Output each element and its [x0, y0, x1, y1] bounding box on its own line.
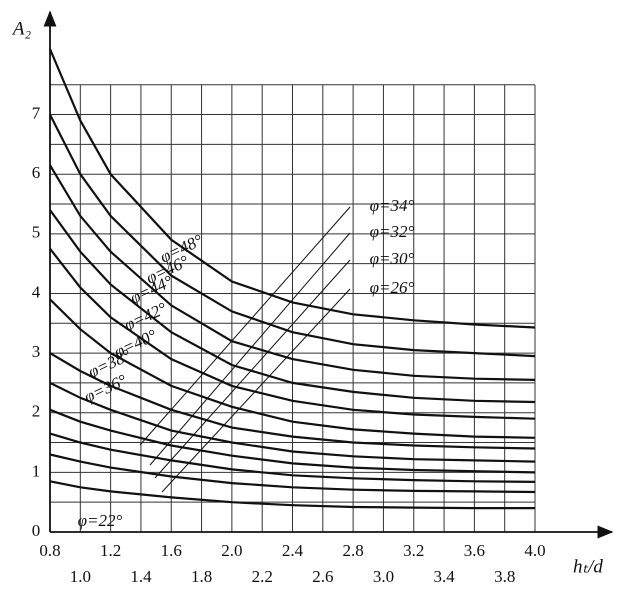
x-tick-label: 1.0 [70, 567, 91, 586]
x-tick-label: 3.6 [464, 541, 485, 560]
y-tick-label: 3 [32, 342, 41, 361]
curve-label: φ=22° [78, 511, 123, 530]
y-tick-label: 0 [32, 521, 41, 540]
curve [49, 453, 536, 494]
curve [49, 432, 536, 483]
x-tick-label: 2.4 [282, 541, 304, 560]
curve-label: φ=30° [370, 249, 415, 268]
curve-label: φ=26° [370, 278, 415, 297]
curve [49, 114, 536, 358]
x-tick-label: 1.2 [100, 541, 121, 560]
x-tick-label: 0.8 [39, 541, 60, 560]
curve [49, 480, 535, 510]
y-tick-label: 6 [32, 163, 41, 182]
y-tick-label: 4 [32, 282, 41, 301]
x-tick-label: 3.4 [433, 567, 455, 586]
x-tick-label: 1.6 [161, 541, 182, 560]
y-axis-title: A₂ [11, 18, 32, 39]
leader-line [161, 288, 351, 493]
curve [49, 352, 536, 450]
y-tick-label: 5 [32, 223, 41, 242]
curve [48, 48, 536, 329]
x-tick-label: 3.0 [373, 567, 394, 586]
y-tick-label: 1 [32, 461, 41, 480]
x-tick-label: 2.6 [312, 567, 333, 586]
x-tick-label: 1.8 [191, 567, 212, 586]
curve-label: φ=34° [370, 196, 415, 215]
x-tick-label: 3.8 [494, 567, 515, 586]
curve [49, 298, 536, 439]
x-axis-title: hₜ/d [573, 556, 603, 577]
leader-line [154, 259, 351, 479]
curve-label: φ=32° [370, 222, 415, 241]
curve [49, 164, 536, 381]
x-tick-label: 3.2 [403, 541, 424, 560]
y-tick-label: 2 [32, 402, 41, 421]
curve [49, 248, 536, 420]
x-tick-label: 4.0 [524, 541, 545, 560]
leader-line [139, 206, 351, 446]
y-tick-label: 7 [32, 103, 41, 122]
curve [49, 209, 536, 404]
x-tick-label: 2.8 [343, 541, 364, 560]
curve [49, 408, 536, 474]
leader-line [149, 232, 351, 466]
curve [49, 381, 536, 463]
x-tick-label: 2.0 [221, 541, 242, 560]
x-tick-label: 2.2 [252, 567, 273, 586]
x-tick-label: 1.4 [130, 567, 152, 586]
